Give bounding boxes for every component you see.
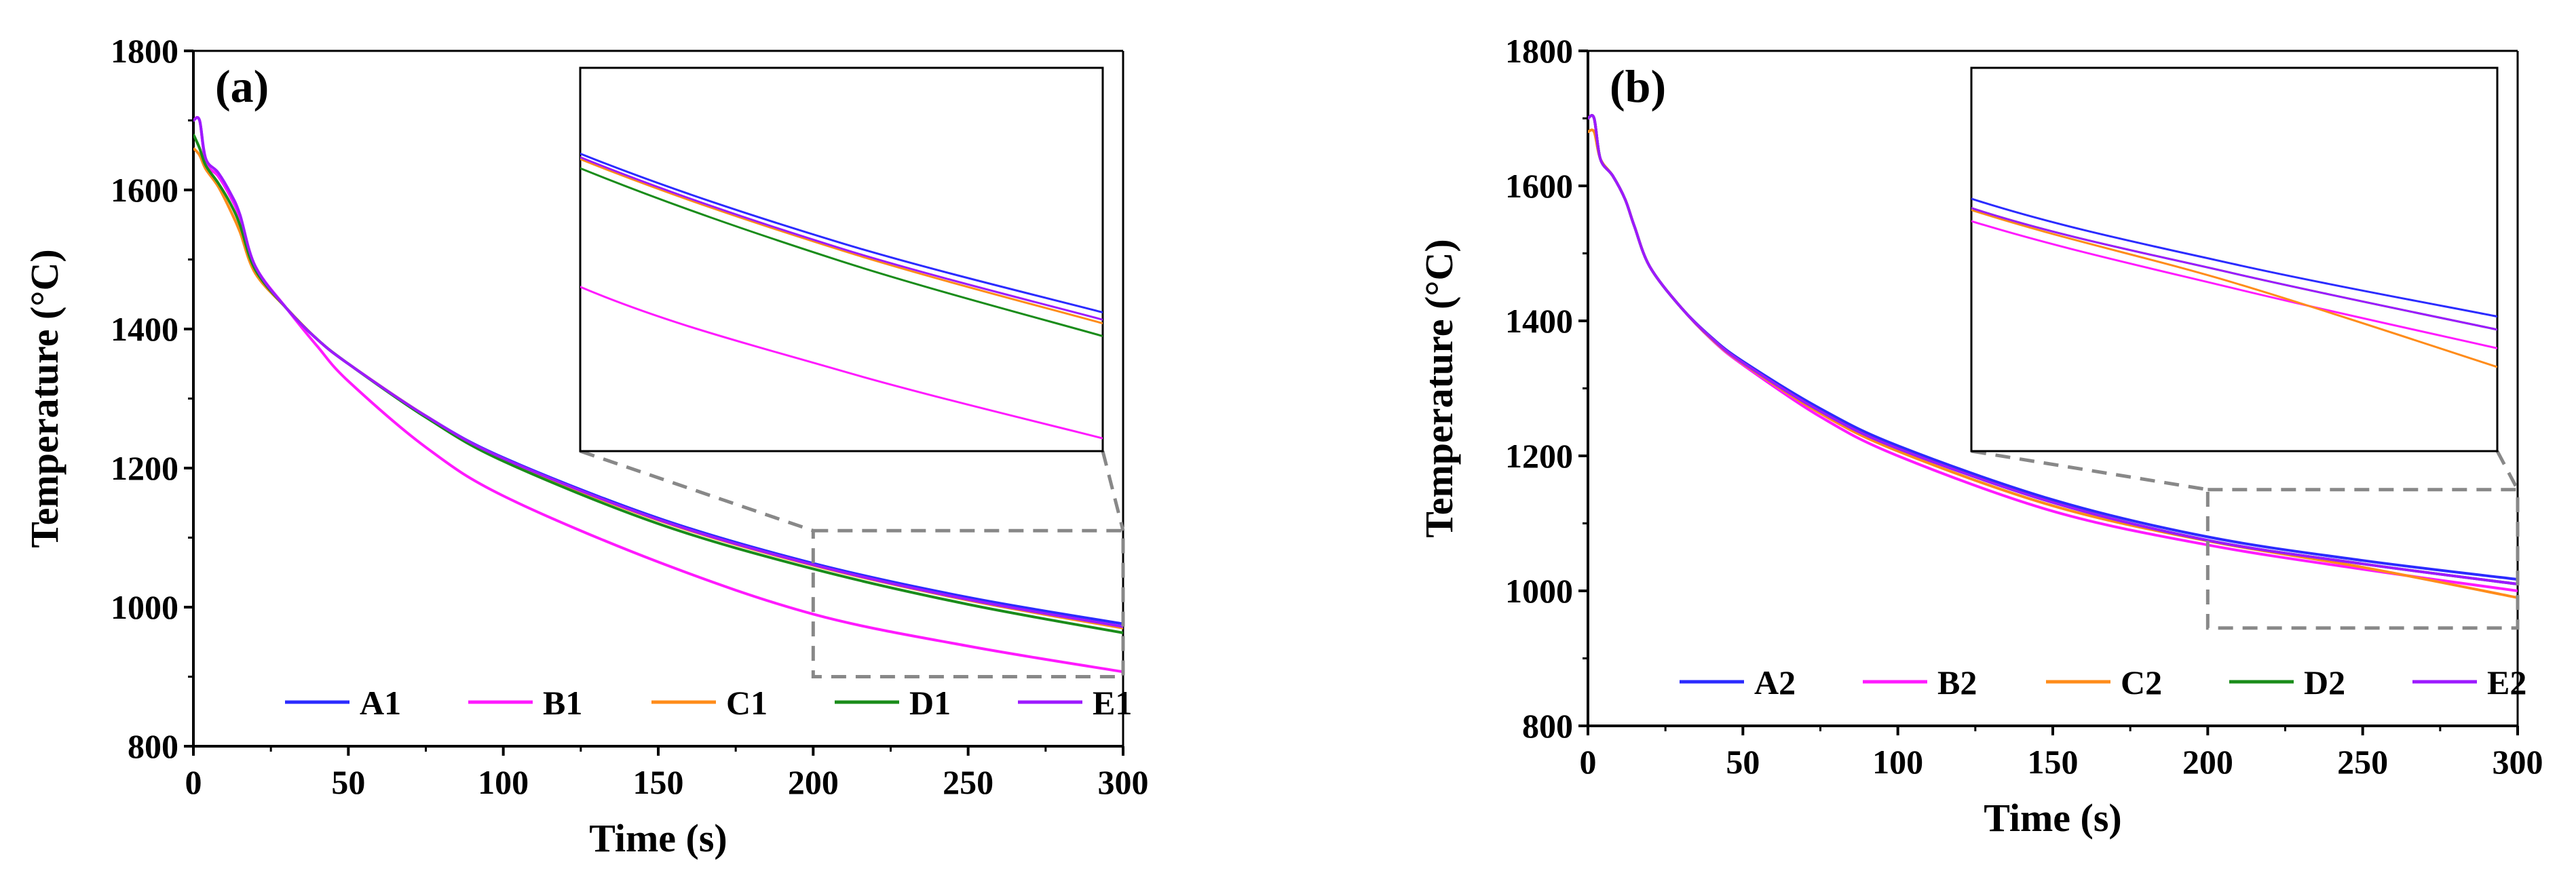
legend-label-D2: D2 [2304,663,2345,701]
inset-frame [1970,66,2499,452]
y-tick-label: 1600 [111,171,178,209]
x-tick-label: 50 [331,763,365,801]
inset-series-line-A1 [580,152,1103,313]
inset-series-line-C1 [580,157,1103,325]
zoom-connector-left [1971,449,2208,492]
legend-label-A2: A2 [1754,663,1796,701]
zoom-region-box [811,528,1125,678]
y-tick-label: 800 [128,727,178,765]
x-axis-label: Time (s) [1984,796,2122,840]
inset-series-line-E2 [1971,207,2497,331]
x-tick-label: 300 [2493,743,2543,781]
inset-series-line-A2 [1971,197,2497,318]
series-line-E2 [1588,114,2518,585]
y-tick-label: 1200 [1505,437,1573,475]
y-axis-label: Temperature (°C) [1417,239,1461,537]
zoom-connector-right [1101,450,1125,531]
y-tick-label: 1800 [1505,32,1573,70]
zoom-connector-left [580,449,814,533]
x-tick-label: 100 [1872,743,1923,781]
legend-label-E2: E2 [2487,663,2526,701]
y-tick-label: 800 [1522,707,1573,745]
legend-label-C1: C1 [726,684,768,722]
chart-panel-a: 0 50 100 150 200 250 300 800 1000 1200 1400 1600 180… [22,32,1149,860]
series-line-E1 [193,116,1123,628]
x-tick-label: 150 [633,763,684,801]
x-tick-label: 250 [2337,743,2388,781]
chart-panel-b: 0 50 100 150 200 250 300 800 1000 1200 1400 1600 180… [1417,32,2543,840]
x-tick-label: 250 [943,763,993,801]
x-tick-label: 0 [1580,743,1597,781]
y-tick-label: 1000 [1505,572,1573,610]
inset-series-line-E1 [580,156,1103,321]
legend-label-C2: C2 [2121,663,2162,701]
inset-series-group [1971,197,2497,368]
panel-label: (a) [215,60,269,112]
y-tick-label: 1400 [1505,302,1573,340]
x-tick-label: 50 [1726,743,1760,781]
legend-label-B2: B2 [1937,663,1977,701]
inset-series-line-B2 [1971,220,2497,349]
series-line-B1 [193,116,1123,674]
y-axis-label: Temperature (°C) [22,249,67,547]
y-tick-label: 1000 [111,588,178,626]
x-tick-label: 200 [2182,743,2233,781]
inset-series-line-D1 [580,167,1103,337]
series-group [193,116,1123,674]
inset-series-group [580,152,1103,440]
y-tick-label: 1800 [111,32,178,70]
y-tick-label: 1200 [111,449,178,487]
legend-label-E1: E1 [1093,684,1132,722]
x-tick-label: 200 [788,763,839,801]
y-tick-label: 1600 [1505,167,1573,205]
legend-label-B1: B1 [543,684,582,722]
zoom-connector-right [2495,450,2520,490]
x-axis-label: Time (s) [589,816,727,860]
x-tick-label: 100 [478,763,529,801]
legend-label-D1: D1 [909,684,951,722]
inset-frame [579,66,1104,452]
zoom-region-box [2205,488,2520,630]
legend-label-A1: A1 [360,684,401,722]
x-tick-label: 150 [2028,743,2079,781]
y-tick-label: 1400 [111,310,178,348]
inset-series-line-C2 [1971,208,2497,368]
panel-label: (b) [1610,60,1666,112]
x-tick-label: 300 [1098,763,1149,801]
series-group [1588,114,2518,599]
x-tick-label: 0 [185,763,202,801]
inset-series-line-B1 [580,286,1103,440]
